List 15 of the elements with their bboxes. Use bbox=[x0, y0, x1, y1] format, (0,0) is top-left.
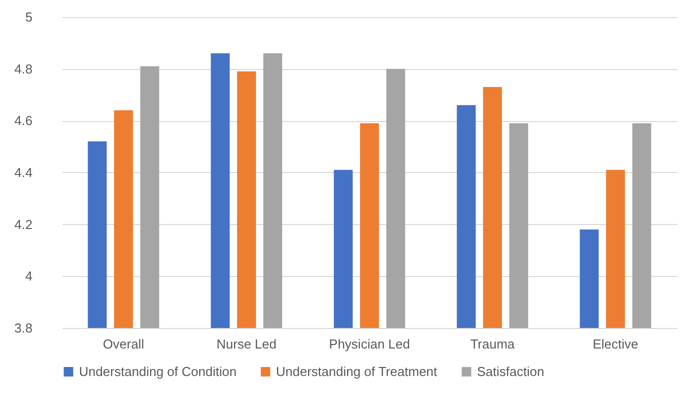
y-tick-label: 4.8 bbox=[14, 61, 32, 76]
legend-label: Satisfaction bbox=[477, 364, 544, 379]
y-tick-label: 5 bbox=[25, 10, 32, 24]
x-tick-label: Nurse Led bbox=[216, 336, 276, 352]
y-tick-label: 4.6 bbox=[14, 113, 32, 128]
x-tick-label: Elective bbox=[592, 336, 638, 352]
x-tick-label: Trauma bbox=[470, 336, 516, 352]
legend-label: Understanding of Treatment bbox=[276, 364, 438, 379]
y-tick-label: 4.4 bbox=[14, 165, 32, 180]
y-tick-label: 4.2 bbox=[14, 216, 32, 232]
x-tick-label: Overall bbox=[102, 336, 144, 352]
y-tick-label: 4 bbox=[25, 268, 32, 284]
x-tick-label: Physician Led bbox=[329, 336, 410, 352]
y-tick-label: 3.8 bbox=[14, 320, 32, 336]
legend-label: Understanding of Condition bbox=[79, 364, 237, 379]
